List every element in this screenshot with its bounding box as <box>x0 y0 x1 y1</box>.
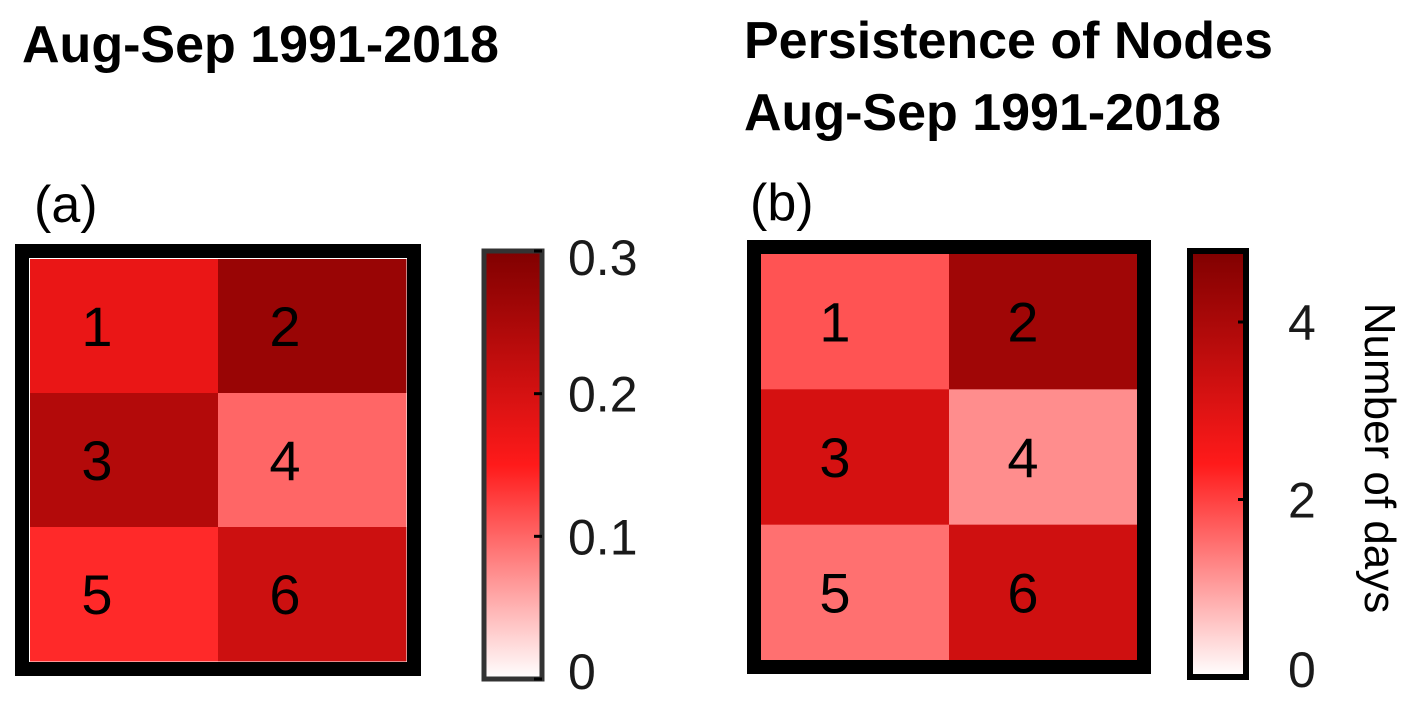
panel-b: Persistence of Nodes Aug-Sep 1991-2018 (… <box>744 12 1404 698</box>
node-label: 1 <box>819 291 850 354</box>
node-label: 6 <box>269 563 300 626</box>
heatmap-cell <box>949 254 1138 390</box>
heatmap-cell <box>218 259 407 394</box>
panel-b-colorbar: 0 2 4 Number of days <box>1187 248 1404 698</box>
heatmap-cell <box>761 524 950 661</box>
panel-a-title: Aug-Sep 1991-2018 <box>22 16 499 74</box>
heatmap-cell <box>218 527 407 662</box>
heatmap-cell <box>30 259 219 394</box>
heatmap-cell <box>761 254 950 390</box>
node-label: 2 <box>269 295 300 358</box>
node-label: 4 <box>269 429 300 492</box>
colorbar-title: Number of days <box>1355 303 1404 614</box>
panel-b-label: (b) <box>750 174 814 232</box>
node-label: 6 <box>1007 561 1038 624</box>
colorbar-tick-label: 0 <box>1288 642 1316 698</box>
node-label: 3 <box>819 426 850 489</box>
colorbar-frame <box>481 248 545 682</box>
heatmap-cell <box>30 393 219 528</box>
node-label: 1 <box>81 295 112 358</box>
heatmap-cell <box>218 393 407 528</box>
heatmap-cell <box>949 524 1138 661</box>
panel-b-heatmap: 1 2 3 4 5 6 <box>747 240 1151 674</box>
node-label: 3 <box>81 429 112 492</box>
colorbar-gradient <box>484 251 542 679</box>
heatmap-cell <box>949 389 1138 526</box>
panel-b-title-line-1: Persistence of Nodes <box>744 12 1273 70</box>
heatmap-cell <box>30 527 219 662</box>
panel-a-heatmap: 1 2 3 4 5 6 <box>15 244 421 676</box>
heatmap-cell <box>761 389 950 526</box>
colorbar-gradient <box>1190 251 1246 677</box>
heatmap-frame <box>15 244 421 676</box>
colorbar-tick-label: 0.1 <box>568 509 638 565</box>
colorbar-tick-label: 0.3 <box>568 230 638 286</box>
colorbar-tick-label: 2 <box>1288 473 1316 529</box>
node-label: 5 <box>81 563 112 626</box>
colorbar-tick-label: 0.2 <box>568 367 638 423</box>
panel-a-colorbar: 0 0.1 0.2 0.3 <box>481 230 638 700</box>
node-label: 4 <box>1007 426 1038 489</box>
node-label: 5 <box>819 561 850 624</box>
panel-b-title-line-2: Aug-Sep 1991-2018 <box>744 84 1221 142</box>
panel-a: Aug-Sep 1991-2018 (a) 1 2 3 4 5 6 0 0.1 0.2 0.3 <box>15 16 638 700</box>
heatmap-frame <box>747 240 1151 674</box>
panel-a-label: (a) <box>34 176 98 234</box>
node-label: 2 <box>1007 291 1038 354</box>
colorbar-tick-label: 4 <box>1288 295 1316 351</box>
colorbar-frame <box>1187 248 1249 680</box>
colorbar-tick-label: 0 <box>568 644 596 700</box>
